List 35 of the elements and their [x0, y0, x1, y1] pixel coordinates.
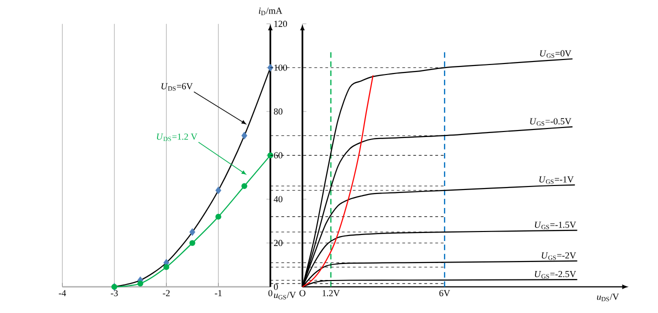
point: [267, 152, 274, 158]
point: [215, 214, 222, 220]
series-label: U$_{GS}$=-2V: [542, 252, 576, 260]
x-axis-title: u$_{DS}$/V: [597, 294, 619, 302]
text: U$_{DS}$=1.2 V: [156, 133, 198, 141]
x-axis-title: u$_{GS}$/V: [274, 292, 296, 300]
point: [267, 64, 274, 72]
point: [189, 228, 196, 236]
y-tick-label: 0: [274, 284, 278, 290]
series-label: U$_{GS}$=0V: [540, 50, 572, 58]
x-tick-label: O: [299, 290, 306, 296]
y-tick-label: 80: [274, 108, 282, 114]
x-tick-label: -1: [214, 290, 222, 296]
y-axis-title: i$_{D}$/mA: [258, 7, 282, 15]
x-tick-label: 6V: [439, 290, 450, 296]
point: [215, 186, 222, 194]
series-label: U$_{GS}$=-2.5V: [534, 270, 576, 278]
x-tick-label: -4: [58, 290, 66, 296]
series-label: U$_{GS}$=-0.5V: [530, 118, 572, 126]
series-label: U$_{GS}$=-1.5V: [534, 221, 576, 229]
point: [241, 182, 248, 189]
x-tick-label: -2: [162, 290, 170, 296]
y-tick-label: 120: [274, 20, 287, 27]
point: [189, 240, 196, 246]
y-tick-label: 20: [274, 240, 282, 246]
point: [241, 132, 248, 140]
point: [137, 280, 144, 286]
x-tick-label: -3: [110, 290, 118, 296]
series-label: U$_{GS}$=-1V: [539, 176, 574, 184]
x-tick-label: 0: [268, 290, 272, 296]
text: U$_{DS}$=6V: [162, 82, 193, 90]
y-tick-label: 100: [274, 64, 287, 71]
point: [163, 264, 170, 270]
y-tick-label: 40: [274, 196, 282, 202]
x-tick-label: 1.2V: [322, 290, 340, 296]
